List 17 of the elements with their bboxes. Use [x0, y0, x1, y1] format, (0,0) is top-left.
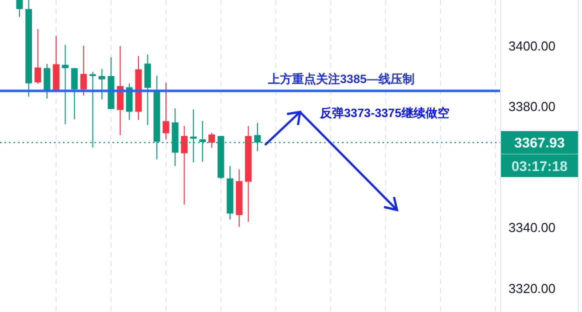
candlestick [180, 126, 188, 205]
ref-line-label: 3367.93 [514, 134, 566, 151]
y-tick-label: 3340.00 [508, 220, 556, 236]
y-tick-label: 3400.00 [508, 38, 556, 54]
candlestick [16, 0, 23, 18]
y-tick-label: 3380.00 [508, 99, 556, 114]
candlestick [44, 63, 50, 99]
candlestick [34, 28, 42, 84]
candlestick [80, 45, 87, 96]
candlestick [98, 68, 106, 100]
annotation: 反弹3373-3375继续做空 [319, 106, 450, 120]
y-tick-label: 3320.00 [508, 280, 556, 296]
candlestick [162, 82, 170, 140]
candlestick [71, 68, 78, 120]
ref-line-label: 上方重点关注3385—线压制 [267, 72, 415, 86]
text: 03:17:18 [511, 158, 568, 174]
candlestick [208, 132, 216, 148]
